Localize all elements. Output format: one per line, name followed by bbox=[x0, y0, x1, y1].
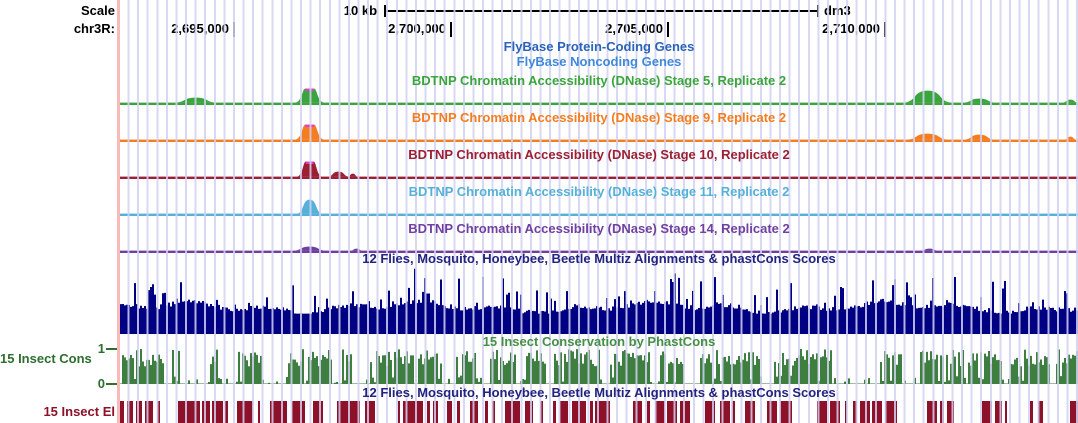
track-label-bdtnp-stage14[interactable]: BDTNP Chromatin Accessibility (DNase) St… bbox=[408, 221, 790, 236]
track-label-flybase-noncoding-genes[interactable]: FlyBase Noncoding Genes bbox=[516, 54, 682, 69]
track-left-edge-line bbox=[117, 0, 120, 423]
track-bdtnp-stage10-wiggle[interactable] bbox=[120, 161, 1078, 179]
track-label-flybase-coding-genes[interactable]: FlyBase Protein-Coding Genes bbox=[503, 39, 695, 54]
position-tick-mark bbox=[233, 22, 236, 37]
conservation-axis-max: 1 bbox=[97, 341, 105, 356]
conservation-axis-min-tick bbox=[106, 383, 117, 385]
track-label-insect-conservation[interactable]: 15 Insect Conservation by PhastCons bbox=[482, 334, 716, 349]
assembly-label: dm3 bbox=[824, 3, 851, 18]
position-tick-mark bbox=[667, 22, 670, 37]
scale-row-label: Scale bbox=[81, 3, 115, 18]
position-tick-mark bbox=[450, 22, 453, 37]
position-tick-mark bbox=[884, 22, 886, 37]
track-bdtnp-stage9-wiggle[interactable] bbox=[120, 124, 1078, 142]
scale-ruler: 10 kb dm3 bbox=[120, 3, 1078, 19]
track-label-bdtnp-stage11[interactable]: BDTNP Chromatin Accessibility (DNase) St… bbox=[408, 184, 790, 199]
track-label-bdtnp-stage9[interactable]: BDTNP Chromatin Accessibility (DNase) St… bbox=[411, 110, 787, 125]
track-bdtnp-stage5-wiggle[interactable] bbox=[120, 87, 1078, 105]
position-tick-label: 2,695,000 bbox=[171, 21, 230, 36]
position-tick-label: 2,710,000 bbox=[822, 21, 880, 36]
track-label-multiz-alignments-2[interactable]: 12 Flies, Mosquito, Honeybee, Beetle Mul… bbox=[362, 385, 836, 400]
conservation-axis-max-tick bbox=[106, 348, 117, 350]
track-conserved-elements[interactable] bbox=[120, 401, 1078, 423]
track-multiz-histogram[interactable] bbox=[120, 266, 1078, 334]
scale-ruler-bar bbox=[384, 5, 820, 17]
track-label-bdtnp-stage5[interactable]: BDTNP Chromatin Accessibility (DNase) St… bbox=[411, 73, 787, 88]
track-left-label-insect-cons: 15 Insect Cons bbox=[0, 351, 92, 366]
track-label-multiz-alignments[interactable]: 12 Flies, Mosquito, Honeybee, Beetle Mul… bbox=[362, 251, 836, 266]
position-tick-label: 2,705,000 bbox=[605, 21, 664, 36]
position-ruler[interactable]: 2,695,000 2,700,000 2,705,000 2,710,000 bbox=[120, 21, 1078, 38]
conservation-axis-min: 0 bbox=[97, 376, 105, 391]
track-label-bdtnp-stage10[interactable]: BDTNP Chromatin Accessibility (DNase) St… bbox=[408, 147, 790, 162]
track-conservation-histogram[interactable] bbox=[120, 349, 1078, 384]
track-bdtnp-stage11-wiggle[interactable] bbox=[120, 198, 1078, 216]
scale-ruler-kb-label: 10 kb bbox=[343, 3, 378, 18]
track-left-label-insect-elements: 15 Insect El bbox=[43, 404, 115, 419]
position-tick-label: 2,700,000 bbox=[388, 21, 447, 36]
chromosome-label: chr3R: bbox=[73, 21, 115, 36]
